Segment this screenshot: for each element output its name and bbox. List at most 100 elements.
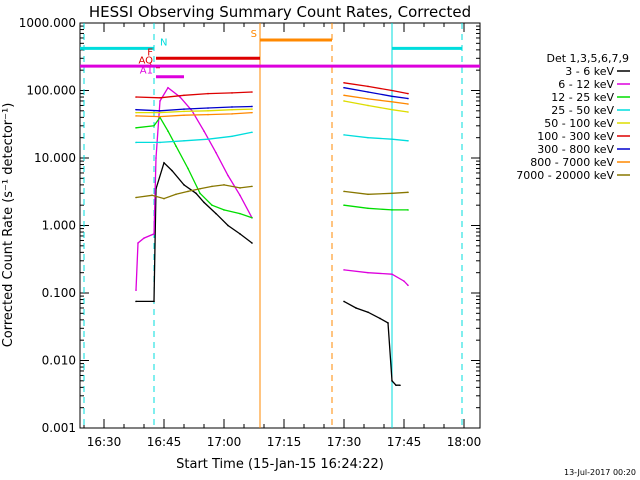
plot-frame [79,22,481,429]
data-point [343,269,345,271]
x-tick-label: 18:00 [447,435,482,449]
y-tick-label: 0.100 [42,286,76,300]
data-point [231,108,233,111]
data-point [251,242,253,244]
data-point [183,110,185,113]
data-point [199,187,201,190]
flag-label: N [160,37,167,48]
data-point [343,190,345,193]
data-point [207,107,209,109]
data-point [135,300,137,303]
data-point [151,194,153,197]
data-point [175,145,177,147]
data-point [251,131,253,134]
y-tick-label: 100.000 [26,84,76,98]
data-point [135,127,137,129]
data-point [167,86,169,89]
legend-entry-label: 7000 - 20000 keV [516,169,614,182]
data-point [343,300,345,303]
data-point [343,204,345,206]
chart-title: HESSI Observing Summary Count Rates, Cor… [89,3,471,21]
series-line [135,91,253,99]
data-point [227,174,229,177]
data-point [207,110,209,112]
data-point [367,311,369,313]
x-axis-label: Start Time (15-Jan-15 16:24:22) [176,457,384,472]
flag-label: S [251,29,257,40]
data-point [135,289,137,292]
data-point [135,111,137,114]
data-point [403,280,405,282]
data-point [175,193,177,196]
data-point [211,185,213,188]
data-point [239,187,241,189]
data-point [153,233,155,235]
legend-entry-label: 6 - 12 keV [558,78,614,91]
x-tick-label: 16:45 [147,435,182,449]
data-point [407,97,409,100]
data-point [343,82,345,84]
data-point [227,224,229,227]
data-point [211,204,213,206]
data-point [167,130,169,132]
y-tick-label: 0.001 [42,421,76,435]
data-point [367,193,369,196]
data-point [153,124,155,127]
series-line [343,82,409,95]
data-point [367,85,369,88]
data-point [387,322,389,324]
legend-entry-label: 800 - 7000 keV [530,156,614,169]
legend-entry-label: 300 - 800 keV [537,143,614,156]
data-point [251,91,253,93]
data-point [355,307,357,309]
data-point [407,191,409,194]
series-line [135,184,253,200]
series-line [343,204,408,211]
y-tick-label: 1000.000 [19,16,76,30]
x-tick-label: 17:00 [207,435,242,449]
data-point [343,94,345,97]
series-line [343,100,409,113]
data-point [207,92,209,95]
flag-label: A1 [140,66,153,77]
data-point [407,209,409,211]
data-point [407,284,409,287]
data-point [391,209,393,211]
series-line [343,87,409,100]
plot-area: 0.001 0.010 0.100 1.000 10.000 100.000 1000.00… [19,16,482,449]
data-point [391,95,393,98]
data-point [367,104,369,107]
data-point [135,96,137,98]
data-point [239,212,241,215]
data-point [179,96,181,98]
legend-entry-label: 50 - 100 keV [544,117,614,130]
data-point [251,217,253,219]
legend-entry-label: 100 - 300 keV [537,130,614,143]
data-point [391,192,393,195]
data-point [159,96,161,99]
data-point [183,114,185,117]
data-point [203,201,205,204]
data-point [407,139,409,142]
data-point [207,113,209,116]
data-point [251,108,253,110]
data-point [399,384,401,387]
data-point [407,92,409,95]
data-point [153,300,155,303]
legend-entry-label: 25 - 50 keV [551,104,614,117]
series-line [135,116,253,219]
data-point [187,167,189,170]
series-line [136,108,253,114]
series-line [135,86,253,291]
flag-label: AQ [138,56,153,67]
series-line [343,269,409,286]
data-point [407,111,409,113]
series-line [136,161,253,303]
y-tick-label: 10.000 [34,151,76,165]
data-point [231,106,233,108]
x-tick-label: 17:30 [327,435,362,449]
data-point [251,185,253,188]
data-point [231,92,233,94]
data-point [135,115,137,117]
data-point [207,138,209,140]
